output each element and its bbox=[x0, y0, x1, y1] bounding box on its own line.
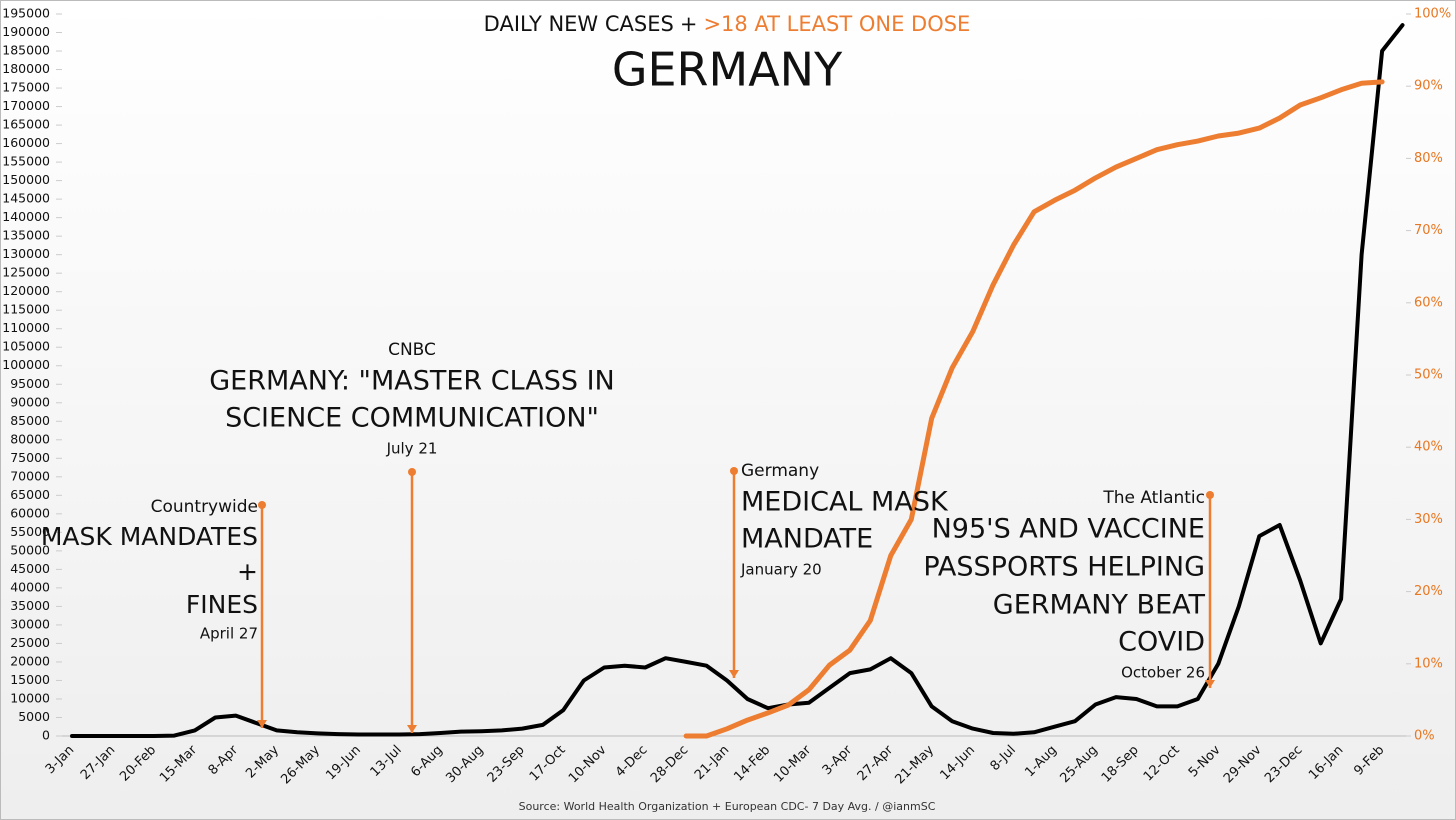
annotation-headline: GERMANY BEAT bbox=[993, 590, 1206, 621]
annotation-arrowhead bbox=[407, 725, 417, 733]
annotation-headline: GERMANY: "MASTER CLASS IN bbox=[209, 366, 615, 397]
y-tick-label: 190000 bbox=[2, 24, 50, 39]
y2-tick-label: 20% bbox=[1414, 584, 1443, 599]
annotation-date: January 20 bbox=[740, 561, 822, 579]
y-tick-label: 70000 bbox=[10, 468, 50, 483]
y-tick-label: 195000 bbox=[2, 6, 50, 21]
y-tick-label: 105000 bbox=[2, 339, 50, 354]
y-tick-label: 135000 bbox=[2, 228, 50, 243]
y-tick-label: 55000 bbox=[10, 524, 50, 539]
y-tick-label: 80000 bbox=[10, 431, 50, 446]
annotation-date: July 21 bbox=[386, 440, 438, 458]
y-tick-label: 0 bbox=[42, 728, 50, 743]
y-tick-label: 25000 bbox=[10, 635, 50, 650]
series-0-name: DAILY NEW CASES bbox=[484, 12, 674, 36]
y-tick-label: 30000 bbox=[10, 616, 50, 631]
y-tick-label: 155000 bbox=[2, 154, 50, 169]
annotation-arrowhead bbox=[257, 720, 267, 728]
y2-tick-label: 40% bbox=[1414, 440, 1443, 455]
annotation-headline: MEDICAL MASK bbox=[741, 487, 949, 518]
y-tick-label: 165000 bbox=[2, 117, 50, 132]
y-tick-label: 75000 bbox=[10, 450, 50, 465]
y-tick-label: 170000 bbox=[2, 98, 50, 113]
y-tick-label: 130000 bbox=[2, 246, 50, 261]
annotation-dot bbox=[730, 467, 738, 475]
source: Source: World Health Organization + Euro… bbox=[519, 800, 936, 813]
annotation-source: CNBC bbox=[388, 340, 436, 360]
y-tick-label: 40000 bbox=[10, 579, 50, 594]
y-tick-label: 100000 bbox=[2, 357, 50, 372]
annotation-headline: MASK MANDATES bbox=[41, 522, 258, 551]
y-tick-label: 15000 bbox=[10, 672, 50, 687]
annotation-headline: FINES bbox=[186, 590, 258, 619]
y-tick-label: 60000 bbox=[10, 505, 50, 520]
series-line bbox=[70, 23, 1405, 738]
annotation-arrowhead bbox=[729, 670, 739, 678]
y-tick-label: 125000 bbox=[2, 265, 50, 280]
annotation-dot bbox=[408, 468, 416, 476]
y2-tick-label: 90% bbox=[1414, 79, 1443, 94]
y-tick-label: 140000 bbox=[2, 209, 50, 224]
annotation-source: Countrywide bbox=[151, 497, 258, 517]
annotation-dot bbox=[258, 501, 266, 509]
annotation-headline: N95'S AND VACCINE bbox=[932, 514, 1205, 545]
annotation-source: The Atlantic bbox=[1102, 488, 1205, 508]
y-tick-label: 115000 bbox=[2, 302, 50, 317]
y-tick-label: 95000 bbox=[10, 376, 50, 391]
annotation-headline: MANDATE bbox=[741, 524, 873, 555]
y-tick-label: 160000 bbox=[2, 135, 50, 150]
annotation-headline: + bbox=[237, 557, 258, 586]
header-joiner: + bbox=[680, 12, 698, 36]
y2-tick-label: 70% bbox=[1414, 223, 1443, 238]
y2-tick-label: 100% bbox=[1414, 7, 1451, 22]
annotation-source: Germany bbox=[741, 461, 819, 481]
series-1-name: >18 AT LEAST ONE DOSE bbox=[703, 12, 970, 36]
y-tick-label: 110000 bbox=[2, 320, 50, 335]
y-tick-label: 90000 bbox=[10, 394, 50, 409]
y-tick-label: 180000 bbox=[2, 61, 50, 76]
annotation-headline: SCIENCE COMMUNICATION" bbox=[225, 403, 599, 434]
y2-tick-label: 50% bbox=[1414, 368, 1443, 383]
y-tick-label: 10000 bbox=[10, 690, 50, 705]
annotation-headline: PASSPORTS HELPING bbox=[923, 552, 1205, 583]
y2-tick-label: 30% bbox=[1414, 512, 1443, 527]
chart-title: GERMANY bbox=[612, 43, 843, 97]
y-tick-label: 20000 bbox=[10, 653, 50, 668]
series-line bbox=[683, 79, 1385, 739]
y-tick-label: 35000 bbox=[10, 598, 50, 613]
y2-tick-label: 0% bbox=[1414, 729, 1435, 744]
y-tick-label: 185000 bbox=[2, 43, 50, 58]
annotation-headline: COVID bbox=[1118, 627, 1205, 658]
annotation-arrowhead bbox=[1205, 680, 1215, 688]
annotation-date: October 26 bbox=[1121, 664, 1205, 682]
annotation-date: April 27 bbox=[200, 625, 258, 643]
y-tick-label: 50000 bbox=[10, 542, 50, 557]
y-tick-label: 45000 bbox=[10, 561, 50, 576]
y2-tick-label: 60% bbox=[1414, 295, 1443, 310]
y-tick-label: 85000 bbox=[10, 413, 50, 428]
y-tick-label: 145000 bbox=[2, 191, 50, 206]
y-tick-label: 65000 bbox=[10, 487, 50, 502]
y-tick-label: 150000 bbox=[2, 172, 50, 187]
y-tick-label: 175000 bbox=[2, 80, 50, 95]
header: DAILY NEW CASES + >18 AT LEAST ONE DOSE bbox=[484, 12, 971, 36]
y-tick-label: 120000 bbox=[2, 283, 50, 298]
annotation-dot bbox=[1206, 491, 1214, 499]
y2-tick-label: 10% bbox=[1414, 656, 1443, 671]
y2-tick-label: 80% bbox=[1414, 151, 1443, 166]
y-tick-label: 5000 bbox=[18, 709, 50, 724]
